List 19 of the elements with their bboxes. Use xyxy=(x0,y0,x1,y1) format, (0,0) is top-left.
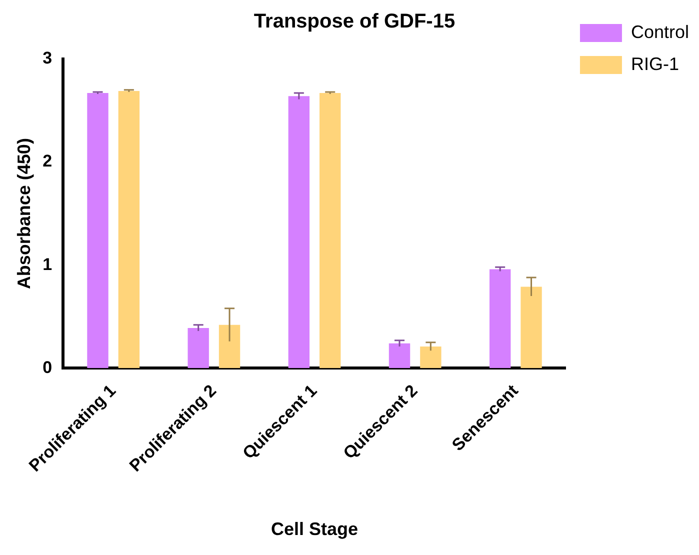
y-tick-label: 3 xyxy=(42,48,52,68)
bar xyxy=(218,324,240,368)
bar xyxy=(188,328,209,368)
bar xyxy=(118,90,140,368)
x-axis-title: Cell Stage xyxy=(271,519,358,540)
y-axis-title: Absorbance (450) xyxy=(14,138,34,290)
y-tick-label: 0 xyxy=(42,358,52,377)
bar xyxy=(420,346,442,368)
y-tick-label: 1 xyxy=(42,254,52,274)
bar xyxy=(388,343,410,368)
legend-label: RIG-1 xyxy=(630,54,679,74)
bar xyxy=(320,93,341,368)
y-tick-label: 2 xyxy=(42,152,52,171)
legend-label: Control xyxy=(630,22,690,42)
bar xyxy=(87,93,108,368)
bar xyxy=(288,96,310,368)
bar xyxy=(520,286,542,368)
chart-title: Transpose of GDF-15 xyxy=(254,10,456,33)
bar xyxy=(489,269,511,368)
